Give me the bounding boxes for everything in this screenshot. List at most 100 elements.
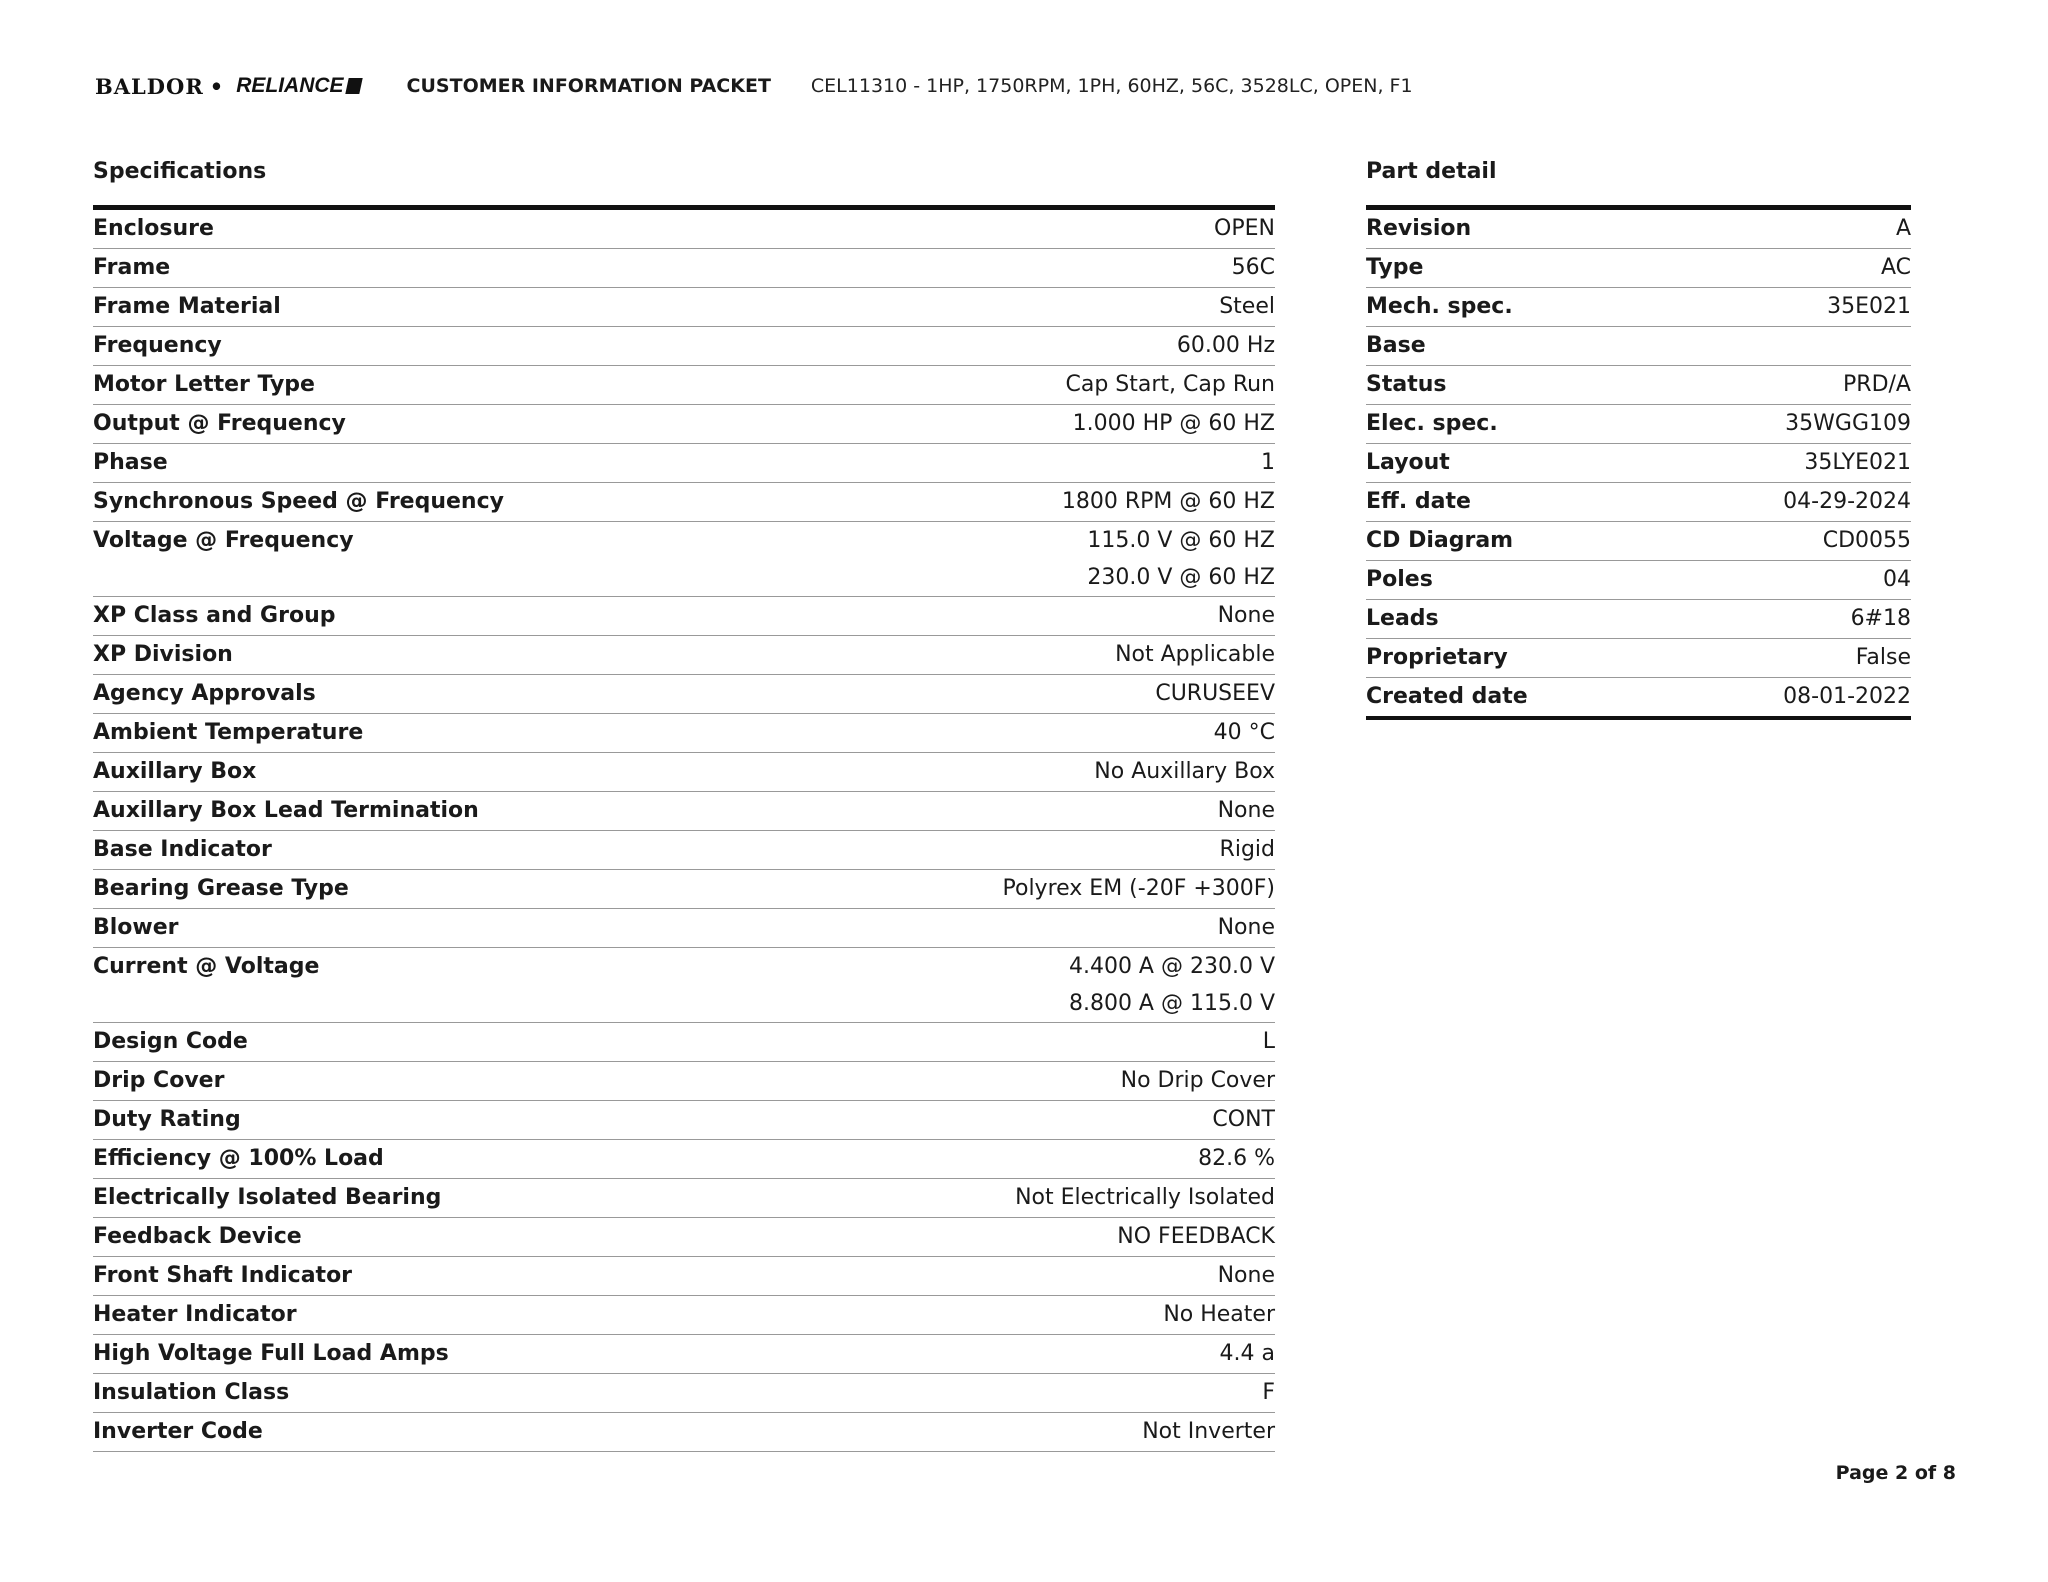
row-values: F: [1262, 1374, 1275, 1412]
row-value: Steel: [1219, 294, 1275, 319]
part-detail-title: Part detail: [1366, 155, 1911, 210]
row-values: No Heater: [1163, 1296, 1275, 1334]
table-row: Leads 6#18: [1366, 600, 1911, 639]
table-row: Synchronous Speed @ Frequency 1800 RPM @ …: [93, 483, 1275, 522]
row-label: Eff. date: [1366, 489, 1471, 514]
row-label: Efficiency @ 100% Load: [93, 1146, 384, 1171]
row-label: Motor Letter Type: [93, 372, 315, 397]
row-value: None: [1217, 915, 1275, 940]
row-label: Heater Indicator: [93, 1302, 297, 1327]
row-values: 40 °C: [1214, 714, 1275, 752]
row-values: None: [1218, 1257, 1275, 1295]
row-label: Base: [1366, 333, 1426, 358]
row-value: False: [1855, 645, 1911, 670]
table-row: Current @ Voltage 4.400 A @ 230.0 V 8.800 …: [93, 948, 1275, 1023]
row-values: L: [1263, 1023, 1275, 1061]
table-row: Phase 1: [93, 444, 1275, 483]
row-label: Mech. spec.: [1366, 294, 1513, 319]
table-row: Elec. spec. 35WGG109: [1366, 405, 1911, 444]
row-label: Ambient Temperature: [93, 720, 364, 745]
row-label: Front Shaft Indicator: [93, 1263, 353, 1288]
row-label: Insulation Class: [93, 1380, 290, 1405]
table-row: Agency Approvals CURUSEEV: [93, 675, 1275, 714]
row-values: 35LYE021: [1804, 444, 1911, 482]
table-row: Inverter Code Not Inverter: [93, 1413, 1275, 1452]
row-values: None: [1218, 792, 1275, 830]
row-value: 1.000 HP @ 60 HZ: [1072, 411, 1275, 436]
row-value: Cap Start, Cap Run: [1065, 372, 1275, 397]
row-value: CURUSEEV: [1155, 681, 1275, 706]
row-value: CD0055: [1822, 528, 1911, 553]
row-label: Type: [1366, 255, 1424, 280]
row-values: PRD/A: [1843, 366, 1911, 404]
row-label: CD Diagram: [1366, 528, 1514, 553]
row-values: None: [1218, 597, 1275, 635]
specifications-table: Specifications Enclosure OPEN Frame 56C Fram…: [93, 155, 1275, 1452]
table-row: CD Diagram CD0055: [1366, 522, 1911, 561]
row-value: 82.6 %: [1198, 1146, 1275, 1171]
row-values: Polyrex EM (-20F +300F): [1003, 870, 1276, 908]
table-row: Ambient Temperature 40 °C: [93, 714, 1275, 753]
row-value: [1904, 327, 1911, 364]
row-value: 60.00 Hz: [1176, 333, 1275, 358]
row-value: 35WGG109: [1785, 411, 1911, 436]
table-row: Frame Material Steel: [93, 288, 1275, 327]
row-value: 35LYE021: [1804, 450, 1911, 475]
row-value: 35E021: [1827, 294, 1911, 319]
row-label: Elec. spec.: [1366, 411, 1498, 436]
table-row: Type AC: [1366, 249, 1911, 288]
row-values: [1904, 327, 1911, 365]
row-values: CURUSEEV: [1155, 675, 1275, 713]
row-label: Leads: [1366, 606, 1439, 631]
table-row: High Voltage Full Load Amps 4.4 a: [93, 1335, 1275, 1374]
row-label: Blower: [93, 915, 179, 940]
table-row: Revision A: [1366, 210, 1911, 249]
row-values: Cap Start, Cap Run: [1065, 366, 1275, 404]
row-values: OPEN: [1214, 210, 1275, 248]
page-number: Page 2 of 8: [1835, 1462, 1956, 1484]
row-values: 82.6 %: [1198, 1140, 1275, 1178]
table-row: Feedback Device NO FEEDBACK: [93, 1218, 1275, 1257]
row-label: High Voltage Full Load Amps: [93, 1341, 449, 1366]
table-row: Efficiency @ 100% Load 82.6 %: [93, 1140, 1275, 1179]
row-values: 04: [1883, 561, 1911, 599]
table-row: Frame 56C: [93, 249, 1275, 288]
table-row: Output @ Frequency 1.000 HP @ 60 HZ: [93, 405, 1275, 444]
row-value: None: [1217, 603, 1275, 628]
row-label: Created date: [1366, 684, 1528, 709]
table-row: Auxillary Box Lead Termination None: [93, 792, 1275, 831]
table-row: Proprietary False: [1366, 639, 1911, 678]
row-label: Layout: [1366, 450, 1450, 475]
model-description: CEL11310 - 1HP, 1750RPM, 1PH, 60HZ, 56C,…: [810, 75, 1413, 97]
row-values: 1.000 HP @ 60 HZ: [1073, 405, 1275, 443]
table-row: Drip Cover No Drip Cover: [93, 1062, 1275, 1101]
table-row: Auxillary Box No Auxillary Box: [93, 753, 1275, 792]
row-value: F: [1262, 1380, 1275, 1405]
row-values: 04-29-2024: [1783, 483, 1911, 521]
row-label: Poles: [1366, 567, 1433, 592]
table-row: Front Shaft Indicator None: [93, 1257, 1275, 1296]
row-label: Phase: [93, 450, 168, 475]
row-values: CONT: [1212, 1101, 1275, 1139]
table-row: Created date 08-01-2022: [1366, 678, 1911, 720]
row-value: 4.400 A @ 230.0 V: [1068, 954, 1275, 979]
row-value: 04-29-2024: [1783, 489, 1911, 514]
row-label: Inverter Code: [93, 1419, 263, 1444]
row-value: 08-01-2022: [1783, 684, 1911, 709]
row-value: 230.0 V @ 60 HZ: [1087, 565, 1275, 590]
row-values: Rigid: [1220, 831, 1275, 869]
row-values: No Drip Cover: [1121, 1062, 1275, 1100]
row-label: Proprietary: [1366, 645, 1508, 670]
row-label: Base Indicator: [93, 837, 272, 862]
row-values: 60.00 Hz: [1177, 327, 1275, 365]
table-row: Eff. date 04-29-2024: [1366, 483, 1911, 522]
page-header: BALDOR • RELIANCE CUSTOMER INFORMATION PAC…: [95, 70, 1413, 102]
table-row: Duty Rating CONT: [93, 1101, 1275, 1140]
row-value: Polyrex EM (-20F +300F): [1002, 876, 1276, 901]
row-value: No Auxillary Box: [1094, 759, 1275, 784]
row-value: None: [1217, 798, 1275, 823]
row-values: 08-01-2022: [1783, 678, 1911, 716]
row-value: Not Inverter: [1142, 1419, 1275, 1444]
table-row: Motor Letter Type Cap Start, Cap Run: [93, 366, 1275, 405]
row-label: Current @ Voltage: [93, 954, 320, 979]
